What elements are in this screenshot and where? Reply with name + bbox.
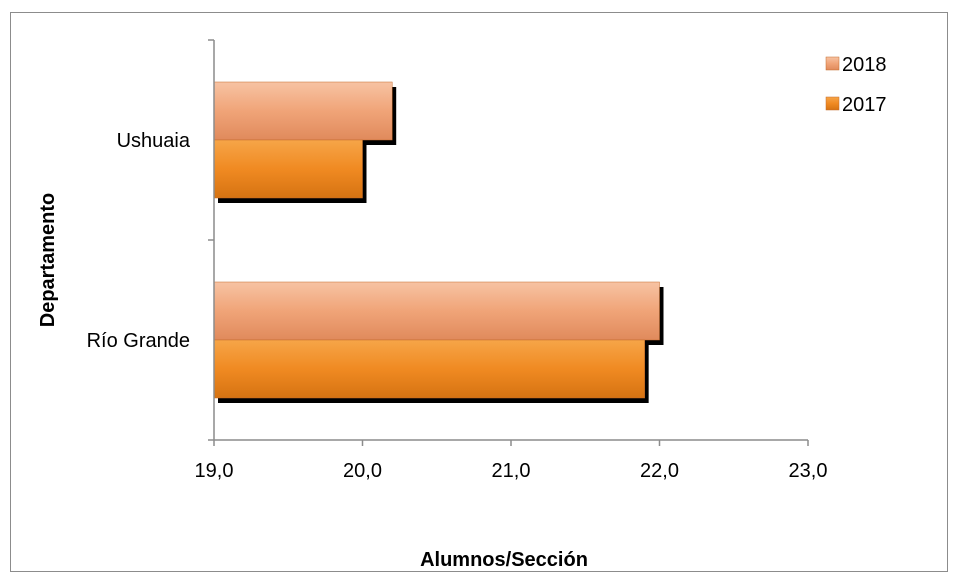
bar-2017-ushuaia: [213, 139, 363, 199]
legend-label-2017: 2017: [842, 94, 887, 116]
x-tick-label: 21,0: [492, 460, 531, 482]
bar-2018-río-grande: [213, 281, 660, 341]
x-tick-label: 20,0: [343, 460, 382, 482]
x-axis-title: Alumnos/Sección: [420, 549, 588, 571]
bar-2018-ushuaia: [213, 81, 393, 141]
y-tick-label: Río Grande: [87, 330, 190, 352]
legend-label-2018: 2018: [842, 54, 887, 76]
bars-layer: [213, 81, 664, 403]
bar-2017-río-grande: [213, 339, 645, 399]
x-tick-label: 19,0: [195, 460, 234, 482]
x-tick-label: 23,0: [789, 460, 828, 482]
legend: 2018 2017: [825, 54, 887, 116]
legend-swatch-2017: [825, 96, 840, 111]
legend-swatch-2018: [825, 56, 840, 71]
y-axis-title: Departamento: [37, 193, 59, 327]
y-tick-label: Ushuaia: [117, 130, 191, 152]
ticks-layer: [208, 39, 809, 446]
x-tick-label: 22,0: [640, 460, 679, 482]
labels-layer: Ushuaia Río Grande 19,0 20,0 21,0 22,0 23,0: [87, 130, 828, 482]
